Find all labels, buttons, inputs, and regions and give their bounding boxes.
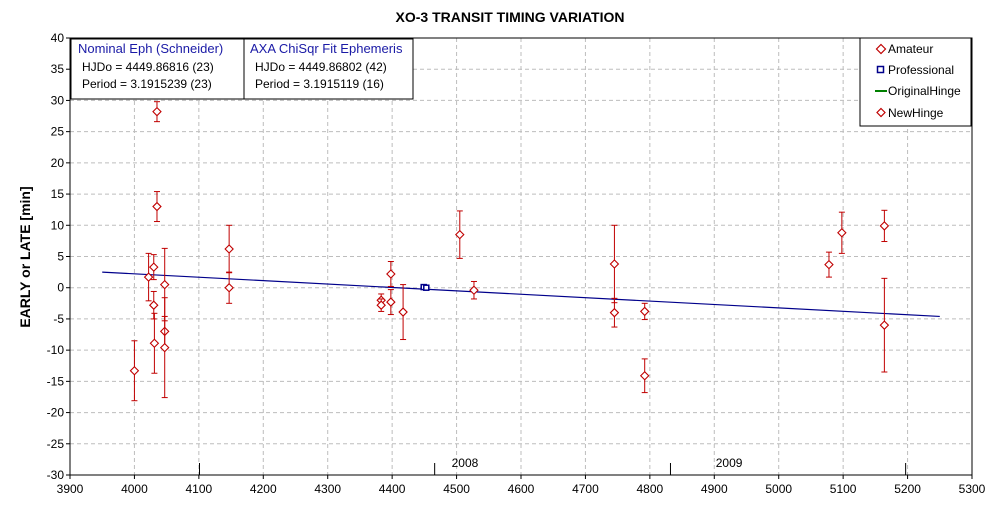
x-tick-label: 4500 xyxy=(443,482,470,496)
amateur-point xyxy=(159,342,170,353)
legend-newhinge-label: NewHinge xyxy=(888,106,944,120)
ephemeris-fit-hjdo: HJDo = 4449.86802 (42) xyxy=(255,60,387,74)
legend-newhinge-marker xyxy=(876,107,886,118)
amateur-point xyxy=(824,259,834,270)
y-tick-label: -5 xyxy=(53,312,64,326)
x-tick-label: 4300 xyxy=(314,482,341,496)
x-tick-label: 3900 xyxy=(57,482,84,496)
legend-item-originalhinge: OriginalHinge xyxy=(875,84,961,98)
legend-originalhinge-label: OriginalHinge xyxy=(888,84,961,98)
grid-lines xyxy=(70,38,972,475)
x-tick-label: 4900 xyxy=(701,482,728,496)
y-tick-label: 5 xyxy=(57,250,64,264)
x-tick-label: 4800 xyxy=(637,482,664,496)
amateur-point xyxy=(398,307,408,317)
x-tick-label: 4600 xyxy=(508,482,535,496)
amateur-point xyxy=(148,300,159,310)
amateur-point xyxy=(879,320,890,330)
y-tick-label: -15 xyxy=(47,374,65,388)
amateur-point xyxy=(129,365,140,376)
amateur-point xyxy=(376,300,386,310)
x-axis-ticks: 3900 4000 4100 4200 4300 4400 4500 4600 4700 4800… xyxy=(57,475,986,496)
y-tick-label: -10 xyxy=(47,343,65,357)
ephemeris-fit-title: AXA ChiSqr Fit Ephemeris xyxy=(250,41,403,56)
amateur-point xyxy=(152,201,162,212)
amateur-point xyxy=(386,269,396,279)
amateur-point xyxy=(609,307,620,318)
x-tick-label: 4700 xyxy=(572,482,599,496)
amateur-point xyxy=(609,259,620,269)
x-tick-label: 5100 xyxy=(830,482,857,496)
y-tick-label: 30 xyxy=(51,93,65,107)
y-axis-ticks: 40 35 30 25 20 15 10 5 0 -5 -10 -15 -20 -25 -30 xyxy=(47,31,70,482)
x-tick-label: 4100 xyxy=(186,482,213,496)
ephemeris-nominal-period: Period = 3.1915239 (23) xyxy=(82,77,212,91)
amateur-point xyxy=(879,221,890,231)
amateur-point xyxy=(159,279,170,290)
legend-amateur-marker xyxy=(875,43,887,55)
ephemeris-fit-period: Period = 3.1915119 (16) xyxy=(255,77,384,91)
legend-amateur-label: Amateur xyxy=(888,42,933,56)
legend-professional-label: Professional xyxy=(888,63,954,77)
amateur-point xyxy=(149,338,160,349)
year-label: 2009 xyxy=(716,456,743,470)
amateur-point xyxy=(469,285,479,295)
y-tick-label: 35 xyxy=(51,62,65,76)
year-markers: 2008 2009 xyxy=(199,456,907,475)
y-tick-label: 10 xyxy=(51,218,65,232)
x-tick-label: 4000 xyxy=(121,482,148,496)
legend: Amateur Professional OriginalHinge NewHi… xyxy=(859,37,972,127)
y-tick-label: 20 xyxy=(51,156,65,170)
year-label: 2008 xyxy=(452,456,479,470)
ephemeris-nominal-title: Nominal Eph (Schneider) xyxy=(78,41,223,56)
y-tick-label: 40 xyxy=(51,31,65,45)
x-tick-label: 5200 xyxy=(894,482,921,496)
amateur-point xyxy=(455,229,465,240)
amateur-point xyxy=(143,272,154,282)
y-tick-label: 15 xyxy=(51,187,65,201)
amateur-point xyxy=(152,106,162,117)
amateur-point xyxy=(386,297,396,307)
y-tick-label: -30 xyxy=(47,468,65,482)
ephemeris-nominal-hjdo: HJDo = 4449.86816 (23) xyxy=(82,60,214,74)
amateur-point xyxy=(837,227,847,238)
x-tick-label: 5000 xyxy=(765,482,792,496)
y-tick-label: -20 xyxy=(47,406,65,420)
amateur-point xyxy=(224,282,234,293)
ephemeris-box-fit-frame xyxy=(243,38,414,100)
y-tick-label: 25 xyxy=(51,125,65,139)
x-tick-label: 4200 xyxy=(250,482,277,496)
y-tick-label: 0 xyxy=(57,281,64,295)
legend-professional-marker xyxy=(876,65,885,74)
fit-line-group xyxy=(102,271,940,318)
professional-point xyxy=(423,284,430,291)
x-tick-label: 4400 xyxy=(379,482,406,496)
amateur-point xyxy=(639,306,650,317)
amateur-point xyxy=(224,244,234,254)
fit-line xyxy=(102,271,940,318)
data-points xyxy=(129,101,890,402)
legend-item-newhinge: NewHinge xyxy=(876,106,944,120)
y-tick-label: -25 xyxy=(47,437,65,451)
amateur-point xyxy=(639,370,650,381)
legend-item-professional: Professional xyxy=(876,63,954,77)
legend-item-amateur: Amateur xyxy=(875,42,933,56)
ephemeris-box-fit: AXA ChiSqr Fit Ephemeris HJDo = 4449.868… xyxy=(243,38,414,100)
ephemeris-box-nominal: Nominal Eph (Schneider) HJDo = 4449.8681… xyxy=(70,38,245,100)
y-axis-label: EARLY or LATE [min] xyxy=(17,186,33,327)
chart-title: XO-3 TRANSIT TIMING VARIATION xyxy=(396,9,625,25)
amateur-point xyxy=(148,262,159,272)
x-tick-label: 5300 xyxy=(959,482,986,496)
